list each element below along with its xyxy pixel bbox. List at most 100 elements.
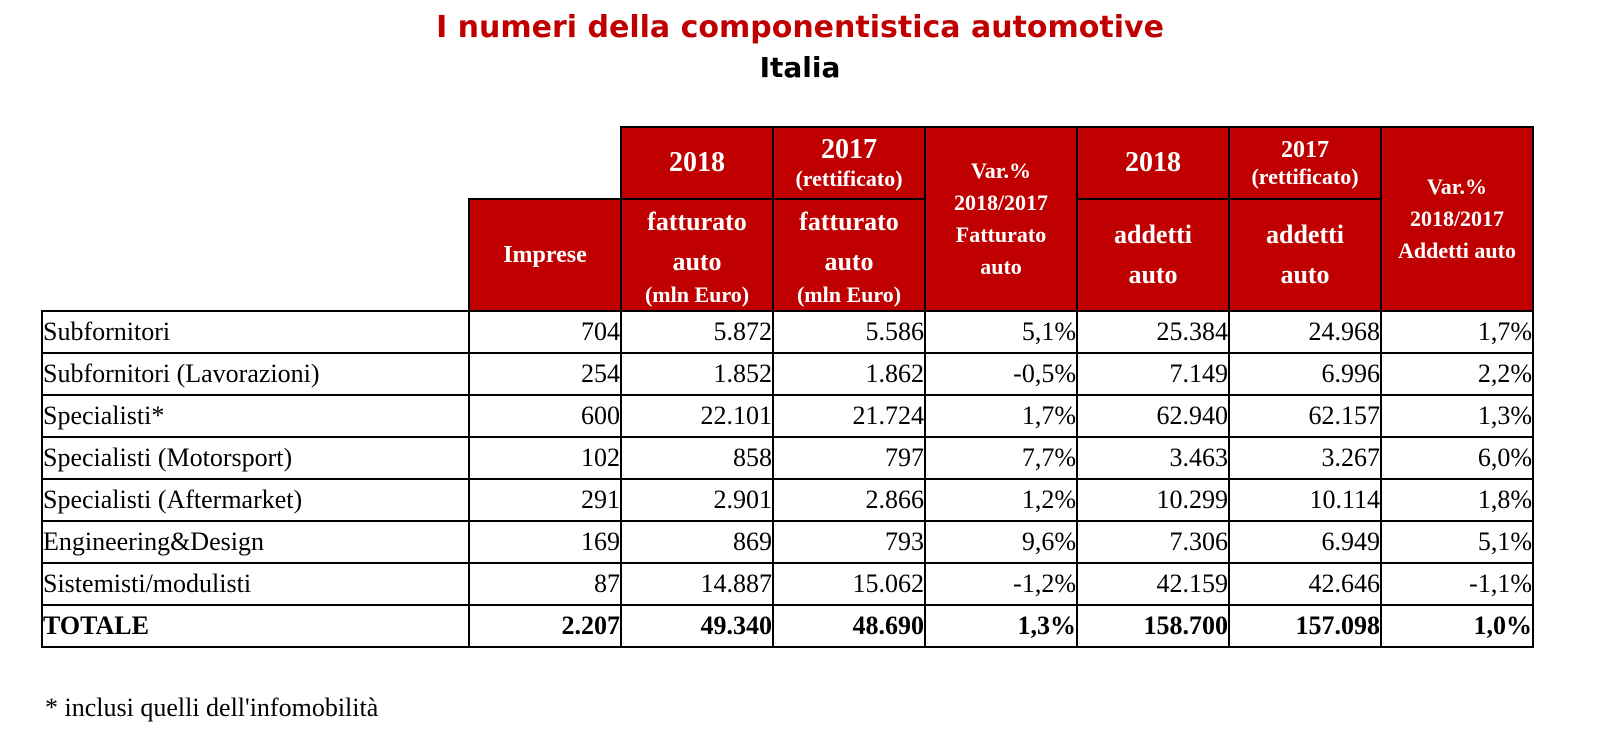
- cell-imprese: 600: [468, 394, 622, 438]
- cell-fatturato-2017: 797: [772, 436, 926, 480]
- cell-imprese: 254: [468, 352, 622, 396]
- cell-addetti-2018: 10.299: [1076, 478, 1230, 522]
- header-corner: [42, 127, 469, 199]
- header-addetti: addetti: [1266, 220, 1344, 249]
- total-imprese: 2.207: [468, 604, 622, 648]
- total-label: TOTALE: [41, 604, 470, 648]
- header-var-fatturato: Var.% 2018/2017 Fatturato auto: [924, 126, 1078, 312]
- cell-var-fatturato: 9,6%: [924, 520, 1078, 564]
- cell-imprese: 704: [468, 310, 622, 354]
- header-period: 2018/2017: [953, 190, 1049, 215]
- header-addetti-auto: Addetti auto: [1398, 238, 1516, 263]
- cell-addetti-2017: 3.267: [1228, 436, 1382, 480]
- header-imprese: Imprese: [468, 198, 622, 312]
- cell-var-addetti: 2,2%: [1380, 352, 1534, 396]
- table-row: Sistemisti/modulisti 87 14.887 15.062 -1…: [41, 562, 1534, 606]
- total-fatturato-2017: 48.690: [772, 604, 926, 648]
- cell-addetti-2017: 62.157: [1228, 394, 1382, 438]
- header-fatturato-2018: fatturato auto (mln Euro): [620, 198, 774, 312]
- cell-addetti-2018: 3.463: [1076, 436, 1230, 480]
- table-row: Specialisti* 600 22.101 21.724 1,7% 62.9…: [41, 394, 1534, 438]
- header-var-addetti: Var.% 2018/2017 Addetti auto: [1380, 126, 1534, 312]
- header-addetti: addetti: [1114, 220, 1192, 249]
- header-auto: auto: [1280, 260, 1330, 289]
- total-addetti-2018: 158.700: [1076, 604, 1230, 648]
- header-fatturato: fatturato: [799, 207, 899, 237]
- cell-var-addetti: 1,8%: [1380, 478, 1534, 522]
- cell-var-fatturato: -0,5%: [924, 352, 1078, 396]
- header-2017-addetti: 2017 (rettificato): [1228, 126, 1382, 200]
- table-row: Specialisti (Motorsport) 102 858 797 7,7…: [41, 436, 1534, 480]
- header-fatturato: Fatturato: [955, 222, 1047, 247]
- cell-fatturato-2018: 2.901: [620, 478, 774, 522]
- header-imprese-label: Imprese: [503, 242, 587, 268]
- cell-addetti-2017: 10.114: [1228, 478, 1382, 522]
- cell-var-addetti: 5,1%: [1380, 520, 1534, 564]
- cell-fatturato-2017: 21.724: [772, 394, 926, 438]
- cell-var-addetti: -1,1%: [1380, 562, 1534, 606]
- header-year: 2017: [821, 134, 877, 166]
- header-fatturato-2017: fatturato auto (mln Euro): [772, 198, 926, 312]
- cell-fatturato-2017: 15.062: [772, 562, 926, 606]
- cell-addetti-2018: 7.149: [1076, 352, 1230, 396]
- cell-var-addetti: 1,3%: [1380, 394, 1534, 438]
- header-auto: auto: [824, 247, 874, 277]
- header-rettificato: (rettificato): [1251, 164, 1359, 190]
- cell-fatturato-2018: 1.852: [620, 352, 774, 396]
- row-label: Engineering&Design: [41, 520, 470, 564]
- cell-var-fatturato: 1,7%: [924, 394, 1078, 438]
- cell-imprese: 87: [468, 562, 622, 606]
- page-title: I numeri della componentistica automotiv…: [436, 10, 1164, 45]
- cell-imprese: 102: [468, 436, 622, 480]
- table-row: Subfornitori 704 5.872 5.586 5,1% 25.384…: [41, 310, 1534, 354]
- cell-fatturato-2017: 1.862: [772, 352, 926, 396]
- header-auto: auto: [980, 254, 1022, 279]
- table-row: Subfornitori (Lavorazioni) 254 1.852 1.8…: [41, 352, 1534, 396]
- header-auto: auto: [672, 247, 722, 277]
- cell-var-fatturato: 7,7%: [924, 436, 1078, 480]
- cell-addetti-2018: 42.159: [1076, 562, 1230, 606]
- header-auto: auto: [1128, 260, 1178, 289]
- cell-addetti-2017: 6.949: [1228, 520, 1382, 564]
- cell-addetti-2017: 42.646: [1228, 562, 1382, 606]
- cell-var-addetti: 1,7%: [1380, 310, 1534, 354]
- header-year: 2018: [669, 146, 725, 178]
- cell-fatturato-2018: 5.872: [620, 310, 774, 354]
- header-mln-euro: (mln Euro): [796, 282, 902, 308]
- cell-addetti-2017: 6.996: [1228, 352, 1382, 396]
- row-label: Subfornitori (Lavorazioni): [41, 352, 470, 396]
- header-addetti-2018: addetti auto: [1076, 198, 1230, 312]
- cell-fatturato-2018: 869: [620, 520, 774, 564]
- header-2018-addetti: 2018: [1076, 126, 1230, 200]
- data-table: 2018 2017 (rettificato) Var.% 2018/2017 …: [41, 126, 1534, 648]
- header-year: 2018: [1125, 146, 1181, 178]
- cell-fatturato-2018: 14.887: [620, 562, 774, 606]
- cell-var-fatturato: -1,2%: [924, 562, 1078, 606]
- row-label: Specialisti (Aftermarket): [41, 478, 470, 522]
- cell-var-fatturato: 1,2%: [924, 478, 1078, 522]
- header-year: 2017: [1281, 136, 1329, 163]
- header-blank-imprese: [469, 127, 621, 199]
- cell-fatturato-2017: 793: [772, 520, 926, 564]
- cell-addetti-2018: 7.306: [1076, 520, 1230, 564]
- table-row: Specialisti (Aftermarket) 291 2.901 2.86…: [41, 478, 1534, 522]
- header-var: Var.%: [1426, 174, 1488, 199]
- total-fatturato-2018: 49.340: [620, 604, 774, 648]
- cell-addetti-2018: 62.940: [1076, 394, 1230, 438]
- header-addetti-2017: addetti auto: [1228, 198, 1382, 312]
- header-period: 2018/2017: [1409, 206, 1505, 231]
- row-label: Sistemisti/modulisti: [41, 562, 470, 606]
- row-label: Specialisti (Motorsport): [41, 436, 470, 480]
- cell-var-addetti: 6,0%: [1380, 436, 1534, 480]
- total-addetti-2017: 157.098: [1228, 604, 1382, 648]
- header-var: Var.%: [970, 158, 1032, 183]
- header-corner-lower: [42, 199, 469, 311]
- cell-fatturato-2017: 2.866: [772, 478, 926, 522]
- header-2017-fatturato: 2017 (rettificato): [772, 126, 926, 200]
- cell-addetti-2018: 25.384: [1076, 310, 1230, 354]
- row-label: Subfornitori: [41, 310, 470, 354]
- page-subtitle: Italia: [759, 51, 841, 84]
- header-fatturato: fatturato: [647, 207, 747, 237]
- cell-var-fatturato: 5,1%: [924, 310, 1078, 354]
- cell-fatturato-2017: 5.586: [772, 310, 926, 354]
